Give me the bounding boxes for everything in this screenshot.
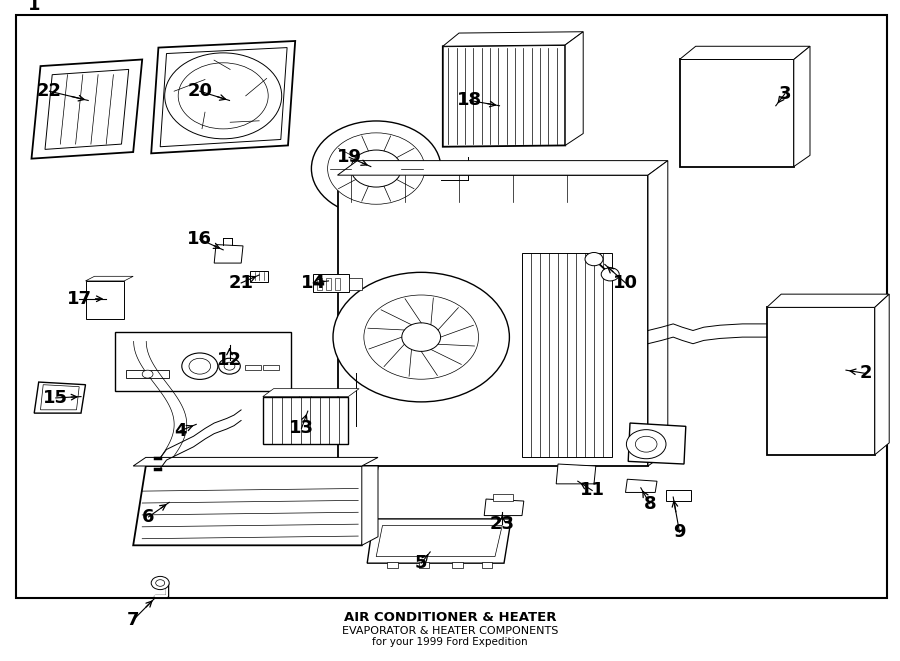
Polygon shape <box>151 41 295 153</box>
Polygon shape <box>263 389 359 397</box>
Polygon shape <box>34 382 86 413</box>
Circle shape <box>189 358 211 374</box>
Text: EVAPORATOR & HEATER COMPONENTS: EVAPORATOR & HEATER COMPONENTS <box>342 625 558 636</box>
Polygon shape <box>214 245 243 263</box>
Bar <box>115 332 291 391</box>
Polygon shape <box>443 45 565 147</box>
Text: 19: 19 <box>337 148 362 167</box>
Text: 15: 15 <box>43 389 68 407</box>
Polygon shape <box>86 276 133 281</box>
Polygon shape <box>767 307 875 455</box>
Polygon shape <box>648 161 668 466</box>
Bar <box>418 562 429 568</box>
Circle shape <box>224 362 235 370</box>
Polygon shape <box>556 464 596 484</box>
Bar <box>335 278 340 290</box>
Circle shape <box>182 353 218 379</box>
Bar <box>522 253 612 457</box>
Bar <box>387 562 398 568</box>
Polygon shape <box>86 281 124 319</box>
Circle shape <box>626 430 666 459</box>
Text: 13: 13 <box>289 419 314 438</box>
Circle shape <box>151 576 169 590</box>
Polygon shape <box>484 499 524 516</box>
Polygon shape <box>443 32 583 46</box>
Text: 21: 21 <box>229 274 254 292</box>
Text: 4: 4 <box>174 422 186 440</box>
Circle shape <box>333 272 509 402</box>
Text: 7: 7 <box>127 611 140 629</box>
Polygon shape <box>133 466 378 545</box>
Text: 5: 5 <box>415 554 428 572</box>
Text: 11: 11 <box>580 481 605 500</box>
Bar <box>317 278 322 290</box>
Circle shape <box>601 268 619 281</box>
Polygon shape <box>250 271 268 282</box>
Polygon shape <box>160 48 287 147</box>
Bar <box>16 15 887 598</box>
Polygon shape <box>40 385 79 410</box>
Text: 23: 23 <box>490 514 515 533</box>
Polygon shape <box>626 479 657 492</box>
Circle shape <box>328 133 425 204</box>
Text: AIR CONDITIONER & HEATER: AIR CONDITIONER & HEATER <box>344 611 556 624</box>
Bar <box>493 494 513 501</box>
Polygon shape <box>133 457 378 466</box>
Circle shape <box>364 295 479 379</box>
Text: 22: 22 <box>37 82 62 100</box>
Polygon shape <box>32 59 142 159</box>
Polygon shape <box>794 46 810 167</box>
Circle shape <box>585 253 603 266</box>
Polygon shape <box>349 278 362 290</box>
Polygon shape <box>362 466 378 545</box>
Text: 8: 8 <box>644 494 656 513</box>
Circle shape <box>635 436 657 452</box>
Text: 9: 9 <box>673 523 686 541</box>
Circle shape <box>156 580 165 586</box>
Bar <box>326 278 331 290</box>
Polygon shape <box>299 391 324 411</box>
Text: for your 1999 Ford Expedition: for your 1999 Ford Expedition <box>373 637 527 648</box>
Text: 6: 6 <box>142 508 155 526</box>
Polygon shape <box>666 490 691 501</box>
Text: 10: 10 <box>613 274 638 292</box>
Circle shape <box>401 323 441 352</box>
Polygon shape <box>376 525 502 557</box>
Polygon shape <box>45 69 129 149</box>
Circle shape <box>311 121 441 216</box>
Polygon shape <box>680 59 794 167</box>
Text: 12: 12 <box>217 351 242 369</box>
Bar <box>263 397 348 444</box>
Text: 20: 20 <box>187 82 212 100</box>
Text: 18: 18 <box>457 91 482 110</box>
Text: 2: 2 <box>860 364 872 383</box>
Circle shape <box>142 370 153 378</box>
Polygon shape <box>338 161 668 175</box>
Polygon shape <box>565 32 583 145</box>
Bar <box>263 365 279 370</box>
Polygon shape <box>628 423 686 464</box>
Polygon shape <box>767 294 889 307</box>
Bar <box>126 370 169 378</box>
Polygon shape <box>680 46 810 59</box>
Bar <box>452 562 463 568</box>
Circle shape <box>351 150 401 187</box>
Text: 16: 16 <box>187 230 212 249</box>
Circle shape <box>219 358 240 374</box>
Polygon shape <box>367 519 511 563</box>
Polygon shape <box>875 294 889 455</box>
Text: 1: 1 <box>28 0 40 15</box>
Text: 14: 14 <box>301 274 326 292</box>
Polygon shape <box>338 175 648 466</box>
Text: 17: 17 <box>67 290 92 308</box>
Polygon shape <box>313 274 349 292</box>
Text: 3: 3 <box>778 85 791 103</box>
Bar <box>482 562 492 568</box>
Bar <box>245 365 261 370</box>
